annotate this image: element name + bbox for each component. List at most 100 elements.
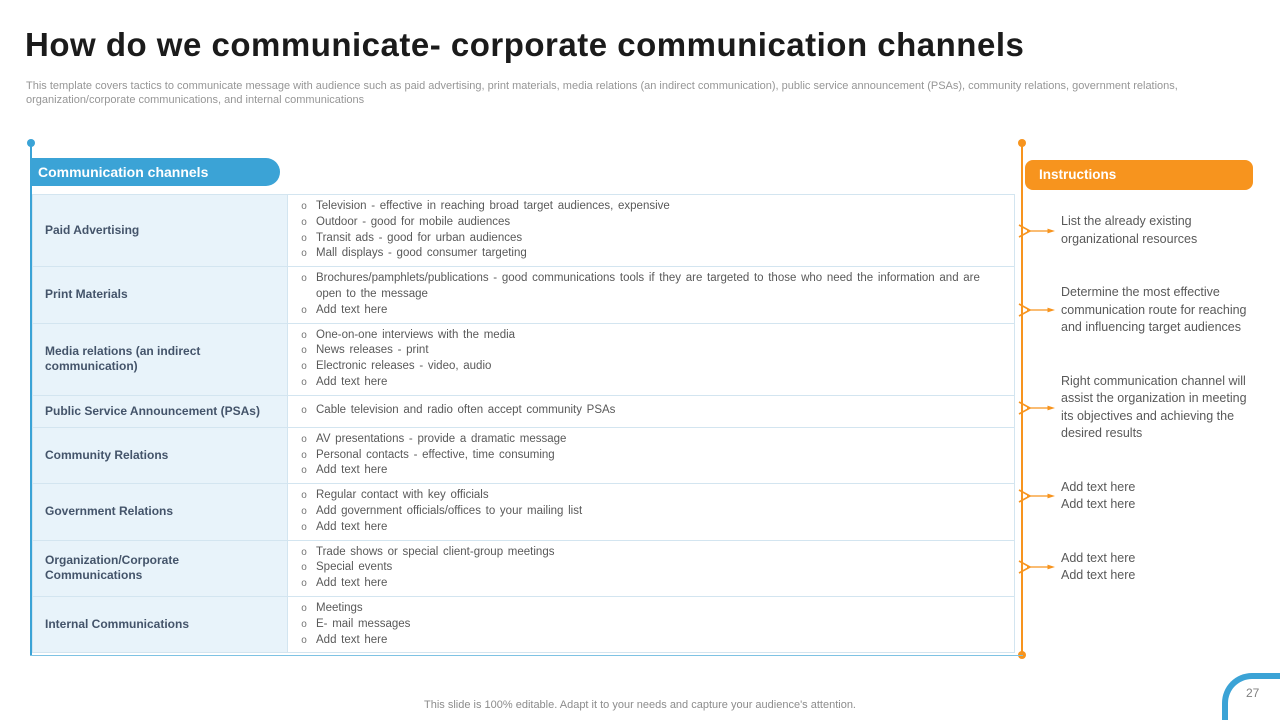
bullet-text: Add text here — [316, 577, 388, 590]
channel-label-cell: Public Service Announcement (PSAs) — [32, 394, 288, 428]
channel-label-cell: Paid Advertising — [32, 193, 288, 268]
table-row: Government Relations o Regular contact wi… — [32, 483, 1015, 541]
bullet-item: o Personal contacts - effective, time con… — [292, 448, 1004, 464]
channel-label: Media relations (an indirect communicati… — [45, 344, 201, 374]
bullet-item: o Add text here — [292, 375, 1004, 391]
circle-bullet-icon: o — [301, 216, 307, 228]
bottom-connector-line — [30, 655, 1023, 656]
bullet-text: AV presentations - provide a dramatic me… — [316, 432, 567, 445]
bullet-text: Special events — [316, 561, 393, 574]
slide-description: This template covers tactics to communic… — [26, 80, 1178, 106]
bullet-list: o Cable television and radio often accept… — [292, 403, 1004, 419]
bullet-item: o Electronic releases - video, audio — [292, 359, 1004, 375]
circle-bullet-icon: o — [301, 449, 307, 461]
channel-label: Internal Communications — [45, 617, 190, 632]
instruction-line: Determine the most effective communicati… — [1061, 285, 1247, 334]
channel-content-cell: o Brochures/pamphlets/publications - good… — [287, 266, 1015, 324]
channel-label-cell: Internal Communications — [32, 595, 288, 654]
channel-label-cell: Media relations (an indirect communicati… — [32, 322, 288, 396]
bullet-item: o Mall displays - good consumer targeting — [292, 246, 1004, 262]
instruction-line: Right communication channel will assist … — [1061, 373, 1247, 441]
bullet-item: o Regular contact with key officials — [292, 488, 1004, 504]
channel-label: Government Relations — [45, 504, 174, 519]
bullet-text: Personal contacts - effective, time cons… — [316, 448, 555, 461]
circle-bullet-icon: o — [301, 248, 307, 260]
circle-bullet-icon: o — [301, 490, 307, 502]
circle-bullet-icon: o — [301, 345, 307, 357]
channel-content-cell: o One-on-one interviews with the media o Ne… — [287, 322, 1015, 396]
circle-bullet-icon: o — [301, 232, 307, 244]
circle-bullet-icon: o — [301, 273, 307, 285]
bullet-text: Trade shows or special client-group meet… — [316, 545, 555, 558]
table-row: Print Materials o Brochures/pamphlets/pub… — [32, 266, 1015, 324]
bullet-list: o Television - effective in reaching broa… — [292, 199, 1004, 262]
circle-bullet-icon: o — [301, 376, 307, 388]
bullet-text: Mall displays - good consumer targeting — [316, 247, 527, 260]
instruction-line: Add text here — [1061, 497, 1136, 511]
bullet-item: o Add text here — [292, 303, 1004, 319]
circle-bullet-icon: o — [301, 546, 307, 558]
table-row: Media relations (an indirect communicati… — [32, 322, 1015, 396]
instruction-line: Add text here — [1061, 568, 1136, 582]
channel-content-cell: o Trade shows or special client-group mee… — [287, 539, 1015, 597]
orange-rail-line — [1021, 146, 1023, 652]
circle-bullet-icon: o — [301, 618, 307, 630]
bullet-text: Add text here — [316, 375, 388, 388]
blue-connector-dot — [27, 139, 35, 147]
footer-note: This slide is 100% editable. Adapt it to… — [424, 699, 856, 711]
circle-bullet-icon: o — [301, 304, 307, 316]
bullet-item: o Trade shows or special client-group mee… — [292, 545, 1004, 561]
instruction-item: Add text here Add text here — [1018, 479, 1255, 514]
channel-label-cell: Print Materials — [32, 266, 288, 324]
blue-rail-line — [30, 146, 32, 656]
bullet-text: Electronic releases - video, audio — [316, 360, 492, 373]
instructions-list: List the already existing organizational… — [1018, 213, 1255, 585]
channel-label-cell: Community Relations — [32, 426, 288, 485]
circle-bullet-icon: o — [301, 562, 307, 574]
instruction-item: Right communication channel will assist … — [1018, 373, 1255, 443]
instruction-item: List the already existing organizational… — [1018, 213, 1255, 248]
channel-content-cell: o AV presentations - provide a dramatic m… — [287, 426, 1015, 485]
channel-content-cell: o Television - effective in reaching broa… — [287, 193, 1015, 268]
circle-bullet-icon: o — [301, 578, 307, 590]
circle-bullet-icon: o — [301, 329, 307, 341]
instruction-line: Add text here — [1061, 550, 1136, 565]
bullet-item: o Special events — [292, 560, 1004, 576]
page-number-badge: 27 — [1222, 673, 1280, 720]
page-number: 27 — [1246, 686, 1260, 700]
bullet-text: Outdoor - good for mobile audiences — [316, 215, 511, 228]
instruction-item: Determine the most effective communicati… — [1018, 284, 1255, 337]
bullet-text: Add text here — [316, 520, 388, 533]
table-row: Public Service Announcement (PSAs) o Cabl… — [32, 394, 1015, 428]
bullet-list: o One-on-one interviews with the media o Ne… — [292, 328, 1004, 391]
channel-label: Community Relations — [45, 447, 169, 462]
bullet-text: Cable television and radio often accept … — [316, 404, 616, 417]
arrow-connector-icon — [1018, 303, 1055, 317]
circle-bullet-icon: o — [301, 405, 307, 417]
circle-bullet-icon: o — [301, 201, 307, 212]
bullet-item: o News releases - print — [292, 343, 1004, 359]
bullet-text: Add government officials/offices to your… — [316, 504, 583, 517]
bullet-list: o AV presentations - provide a dramatic m… — [292, 432, 1004, 479]
circle-bullet-icon: o — [301, 602, 307, 614]
channel-label-cell: Organization/Corporate Communications — [32, 539, 288, 597]
bullet-item: o Add text here — [292, 633, 1004, 649]
instruction-line: List the already existing organizational… — [1061, 214, 1198, 246]
circle-bullet-icon: o — [301, 505, 307, 517]
arrow-connector-icon — [1018, 489, 1055, 503]
bullet-text: Transit ads - good for urban audiences — [316, 231, 523, 244]
channels-table-body: Paid Advertising o Television - effective… — [32, 193, 1015, 654]
instructions-header-label: Instructions — [1039, 167, 1117, 182]
channels-header-label: Communication channels — [38, 164, 209, 180]
bullet-text: Add text here — [316, 303, 388, 316]
bullet-list: o Trade shows or special client-group mee… — [292, 545, 1004, 592]
table-row: Community Relations o AV presentations - … — [32, 426, 1015, 485]
bullet-list: o Regular contact with key officials o Add … — [292, 488, 1004, 535]
instruction-item: Add text here Add text here — [1018, 550, 1255, 585]
bullet-item: o E- mail messages — [292, 617, 1004, 633]
instruction-text: Right communication channel will assist … — [1061, 373, 1255, 443]
bullet-item: o Brochures/pamphlets/publications - good… — [292, 271, 1004, 303]
instruction-line: Add text here — [1061, 479, 1136, 494]
bullet-text: One-on-one interviews with the media — [316, 328, 516, 341]
